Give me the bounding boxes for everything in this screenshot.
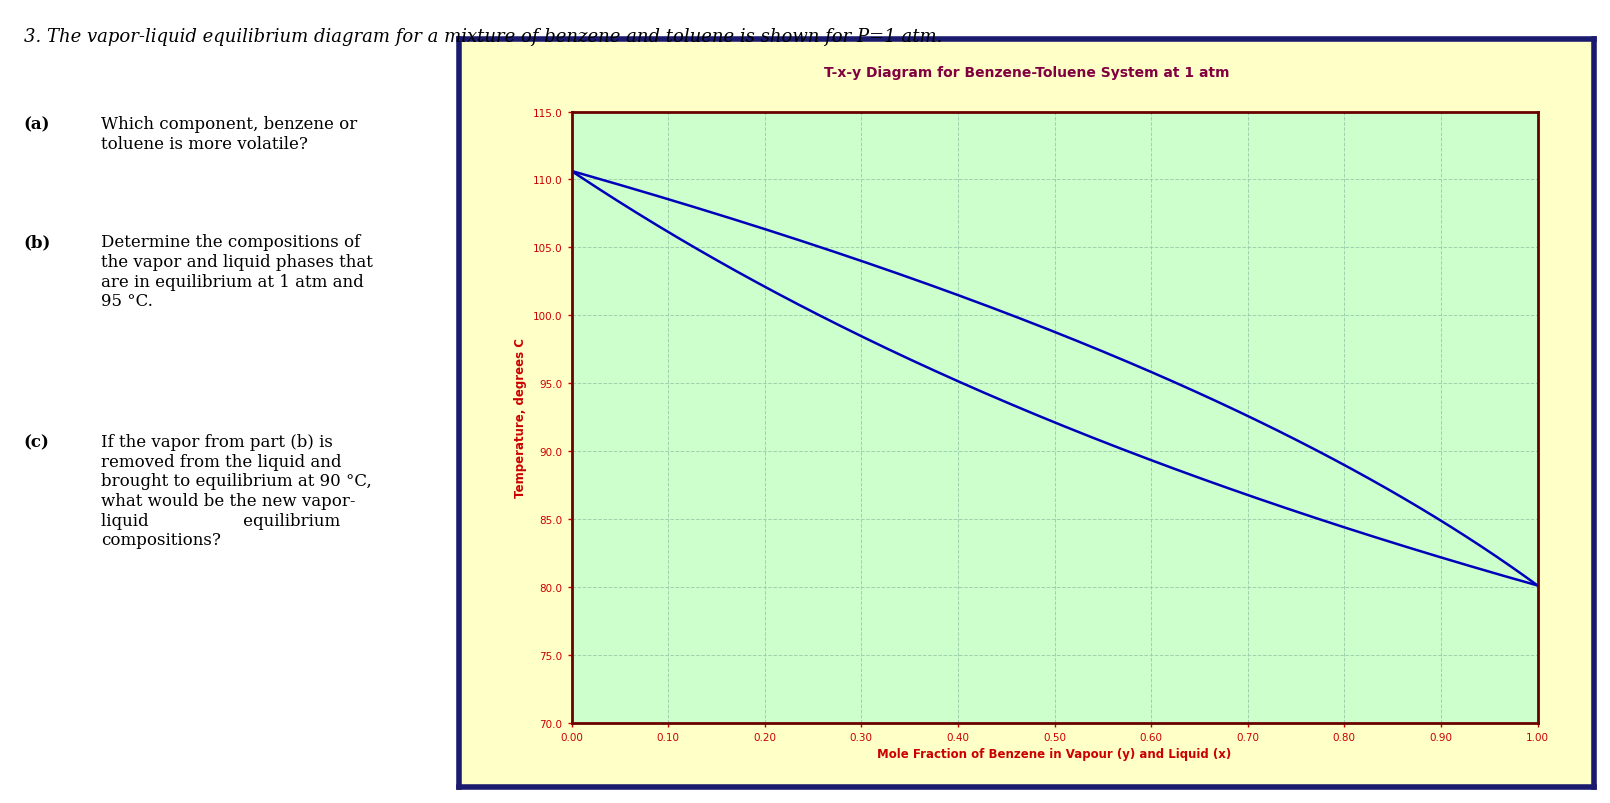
Y-axis label: Temperature, degrees C: Temperature, degrees C: [514, 337, 526, 498]
Text: (b): (b): [23, 234, 50, 251]
Text: Which component, benzene or
toluene is more volatile?: Which component, benzene or toluene is m…: [101, 116, 357, 153]
Text: (c): (c): [23, 434, 48, 450]
X-axis label: Mole Fraction of Benzene in Vapour (y) and Liquid (x): Mole Fraction of Benzene in Vapour (y) a…: [877, 748, 1232, 760]
Text: Determine the compositions of
the vapor and liquid phases that
are in equilibriu: Determine the compositions of the vapor …: [101, 234, 374, 310]
Text: (a): (a): [23, 116, 50, 133]
Text: If the vapor from part (b) is
removed from the liquid and
brought to equilibrium: If the vapor from part (b) is removed fr…: [101, 434, 372, 548]
Text: T-x-y Diagram for Benzene-Toluene System at 1 atm: T-x-y Diagram for Benzene-Toluene System…: [824, 67, 1228, 80]
Text: 3. The vapor-liquid equilibrium diagram for a mixture of benzene and toluene is : 3. The vapor-liquid equilibrium diagram …: [24, 28, 942, 46]
